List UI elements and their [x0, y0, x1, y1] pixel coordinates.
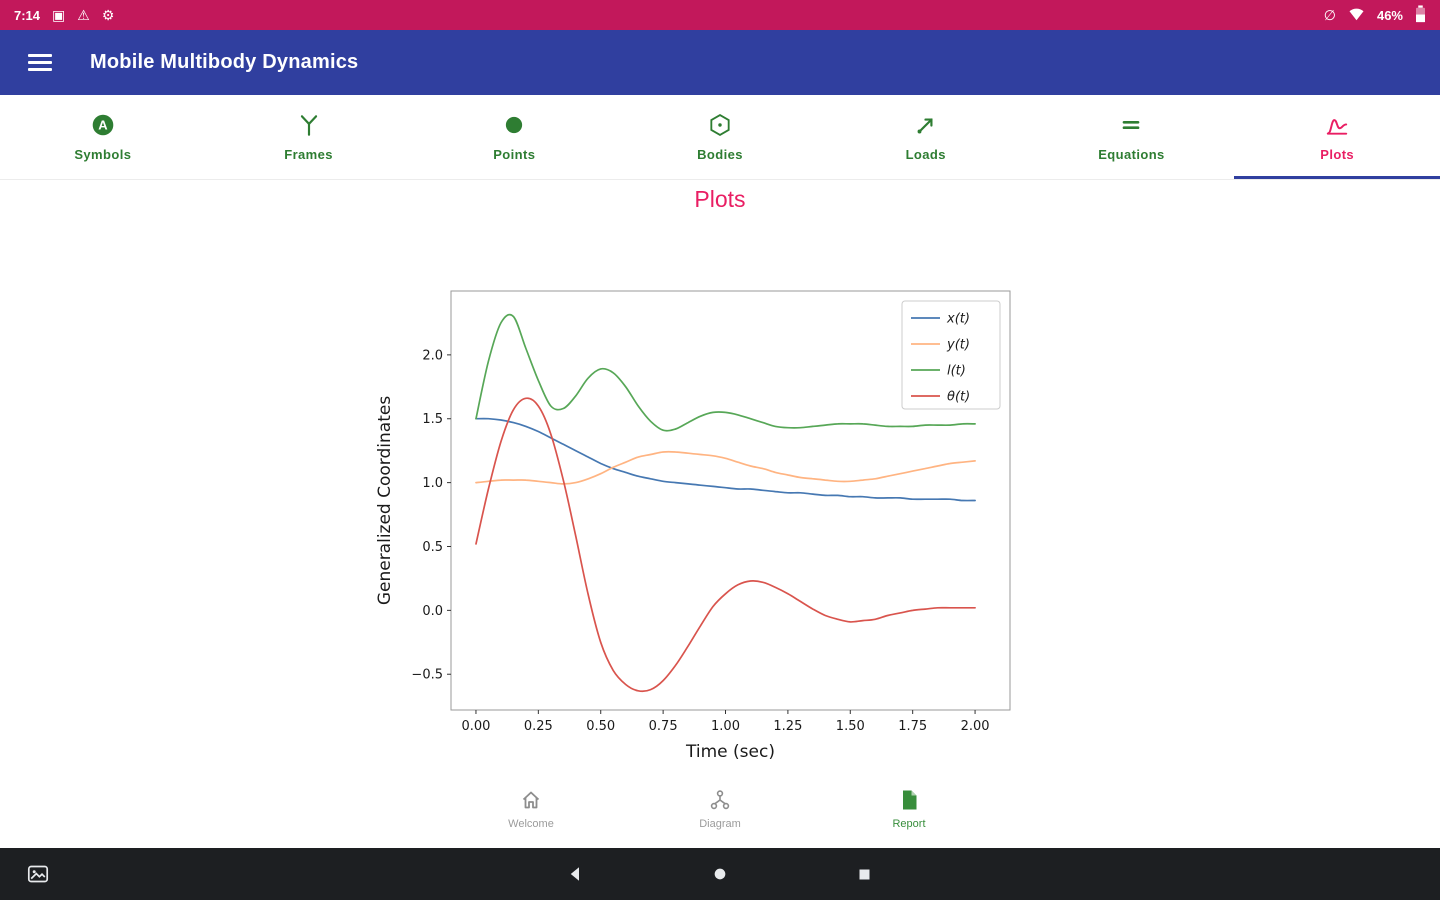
- no-signal-icon: ∅: [1323, 7, 1336, 23]
- nav-label: Report: [892, 818, 926, 830]
- screenshot-button[interactable]: [26, 862, 50, 886]
- svg-text:0.25: 0.25: [524, 719, 553, 734]
- svg-text:0.50: 0.50: [586, 719, 615, 734]
- screenshot-icon: ▣: [52, 7, 66, 23]
- svg-text:2.00: 2.00: [961, 719, 990, 734]
- tab-label: Frames: [284, 147, 333, 162]
- nav-item-welcome[interactable]: Welcome: [437, 788, 626, 830]
- tab-loads[interactable]: Loads: [823, 95, 1029, 179]
- tab-label: Symbols: [74, 147, 132, 162]
- home-icon: [519, 788, 543, 812]
- svg-text:θ(t): θ(t): [947, 390, 970, 405]
- tab-symbols[interactable]: A Symbols: [0, 95, 206, 179]
- status-time: 7:14: [14, 7, 41, 23]
- svg-text:1.00: 1.00: [711, 719, 740, 734]
- app-bar: Mobile Multibody Dynamics: [0, 30, 1440, 95]
- svg-text:x(t): x(t): [946, 312, 970, 327]
- tab-indicator: [1234, 176, 1440, 179]
- recents-button[interactable]: [792, 867, 936, 882]
- svg-text:1.5: 1.5: [422, 412, 443, 427]
- tab-label: Points: [493, 147, 536, 162]
- home-button[interactable]: [648, 866, 792, 882]
- svg-text:y(t): y(t): [946, 338, 970, 353]
- recents-icon: [859, 869, 869, 879]
- svg-text:0.00: 0.00: [461, 719, 490, 734]
- battery-icon: [1415, 4, 1426, 26]
- tab-label: Loads: [905, 147, 946, 162]
- svg-text:1.0: 1.0: [422, 476, 443, 491]
- svg-text:1.50: 1.50: [836, 719, 865, 734]
- nav-item-diagram[interactable]: Diagram: [626, 788, 815, 830]
- nav-label: Welcome: [508, 818, 554, 830]
- svg-text:Generalized Coordinates: Generalized Coordinates: [375, 396, 395, 605]
- svg-text:l(t): l(t): [947, 364, 966, 379]
- svg-text:0.0: 0.0: [422, 604, 443, 619]
- report-icon: [897, 788, 921, 812]
- page-title: Plots: [694, 186, 746, 212]
- svg-text:0.5: 0.5: [422, 540, 443, 555]
- back-icon: [570, 867, 579, 881]
- chart-figure: 0.00 0.25 0.50 0.75 1.00 1.25 1.50 1.75 2.00 −0.5…: [375, 290, 1011, 762]
- bottom-nav: Welcome Diagram Report: [0, 788, 1440, 830]
- tab-frames[interactable]: Frames: [206, 95, 412, 179]
- svg-text:−0.5: −0.5: [411, 668, 443, 683]
- svg-text:1.25: 1.25: [773, 719, 802, 734]
- tab-plots[interactable]: Plots: [1234, 95, 1440, 179]
- tab-points[interactable]: Points: [411, 95, 617, 179]
- tab-label: Plots: [1320, 147, 1355, 162]
- loads-icon: [913, 112, 939, 138]
- svg-text:2.0: 2.0: [422, 348, 443, 363]
- svg-text:0.75: 0.75: [649, 719, 678, 734]
- symbols-icon: A: [90, 112, 116, 138]
- tab-label: Equations: [1098, 147, 1165, 162]
- warning-icon: ⚠: [77, 7, 90, 23]
- settings-icon: ⚙: [101, 7, 115, 23]
- status-bar: 7:14 ▣ ⚠ ⚙ ∅ 46%: [0, 0, 1440, 30]
- tab-label: Bodies: [697, 147, 743, 162]
- plots-chart: 0.00 0.25 0.50 0.75 1.00 1.25 1.50 1.75 2.00 −0.5…: [370, 278, 1030, 778]
- plots-icon: [1324, 112, 1350, 138]
- tab-bodies[interactable]: Bodies: [617, 95, 823, 179]
- svg-text:1.75: 1.75: [898, 719, 927, 734]
- bodies-icon: [707, 112, 733, 138]
- home-circle-icon: [714, 868, 726, 880]
- screenshot-image-icon: [27, 865, 49, 883]
- tab-bar: A Symbols Frames Points Bodies: [0, 95, 1440, 180]
- tab-equations[interactable]: Equations: [1029, 95, 1235, 179]
- menu-button[interactable]: [28, 54, 52, 71]
- nav-label: Diagram: [699, 818, 741, 830]
- back-button[interactable]: [504, 865, 648, 883]
- wifi-icon: [1348, 7, 1365, 24]
- equations-icon: [1118, 112, 1144, 138]
- system-nav-bar: [0, 848, 1440, 900]
- nav-item-report[interactable]: Report: [815, 788, 1004, 830]
- frames-icon: [296, 112, 322, 138]
- battery-percent: 46%: [1376, 7, 1403, 23]
- app-title: Mobile Multibody Dynamics: [90, 51, 359, 73]
- diagram-icon: [708, 788, 732, 812]
- svg-text:A: A: [98, 118, 108, 133]
- svg-text:Time (sec): Time (sec): [685, 742, 775, 762]
- points-icon: [501, 112, 527, 138]
